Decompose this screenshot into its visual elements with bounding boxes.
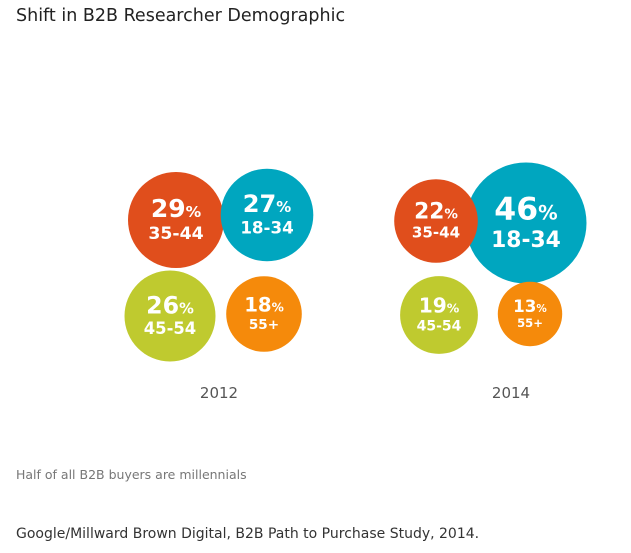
bubble-2014-45-54 [400,276,478,354]
bubble-value-label: 22% [414,200,458,225]
bubble-value-label: 18% [244,294,284,317]
bubble-2014-35-44 [394,179,478,263]
bubble-age-label: 35-44 [148,224,203,244]
bubble-value-label: 46% [494,191,557,227]
chart-subtitle: Half of all B2B buyers are millennials [16,467,247,482]
bubble-age-label: 18-34 [491,228,561,253]
bubble-age-label: 45-54 [417,319,462,335]
bubble-value-label: 26% [146,291,194,319]
chart-title: Shift in B2B Researcher Demographic [16,6,346,26]
bubble-2012-45-54 [124,270,216,362]
bubble-2014-55+ [497,281,563,347]
bubble-age-label: 18-34 [240,218,293,238]
year-label-2012: 2012 [200,384,238,402]
bubble-group-2012: 29%35-44 27%18-34 26%45-54 18%55+ 2012 [124,168,314,402]
bubble-value-label: 27% [243,190,292,218]
source-citation: Google/Millward Brown Digital, B2B Path … [16,526,480,542]
bubble-value-label: 29% [151,194,202,223]
bubble-age-label: 35-44 [412,224,460,242]
bubble-group-2014: 46%18-34 22%35-44 19%45-54 13%55+ 2014 [394,162,587,402]
bubble-age-label: 45-54 [144,319,196,338]
bubble-value-label: 19% [419,294,460,318]
bubble-2012-18-34 [220,168,314,262]
bubble-age-label: 55+ [517,316,543,330]
year-label-2014: 2014 [492,384,530,402]
bubble-2012-55+ [226,276,302,352]
bubble-age-label: 55+ [249,317,279,333]
bubble-2014-18-34 [465,162,587,284]
bubble-2012-35-44 [128,172,224,268]
bubble-value-label: 13% [513,296,547,316]
